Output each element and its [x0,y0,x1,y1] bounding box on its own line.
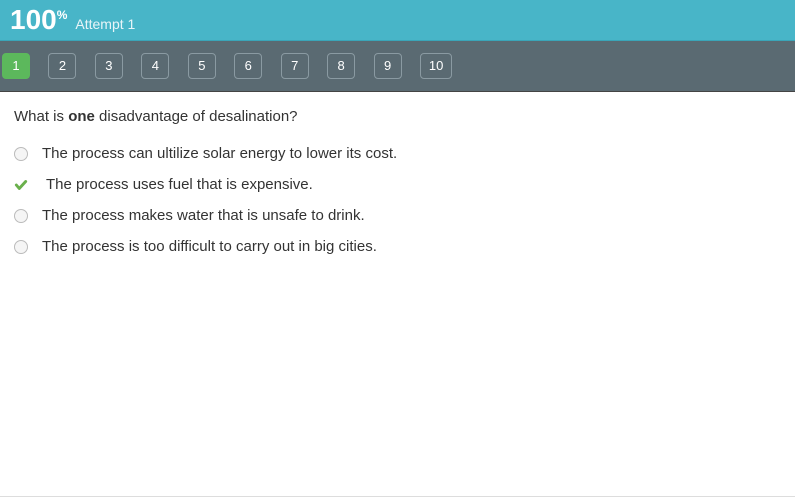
option-text: The process is too difficult to carry ou… [42,238,377,255]
nav-btn-4[interactable]: 4 [141,53,169,79]
option-text: The process can ultilize solar energy to… [42,145,397,162]
question-nav: 1 2 3 4 5 6 7 8 9 10 [0,41,795,92]
question-text: What is one disadvantage of desalination… [14,108,781,125]
question-content: What is one disadvantage of desalination… [0,92,795,283]
option-1[interactable]: The process can ultilize solar energy to… [14,143,781,164]
question-bold: one [68,108,95,125]
nav-btn-8[interactable]: 8 [327,53,355,79]
nav-btn-7[interactable]: 7 [281,53,309,79]
option-4[interactable]: The process is too difficult to carry ou… [14,236,781,257]
radio-icon [14,240,28,254]
question-suffix: disadvantage of desalination? [95,108,298,125]
nav-btn-3[interactable]: 3 [95,53,123,79]
nav-btn-1[interactable]: 1 [2,53,30,79]
score-value: 100 [10,6,57,34]
footer-divider [0,496,795,497]
score-header: 100% Attempt 1 [0,0,795,41]
nav-btn-5[interactable]: 5 [188,53,216,79]
radio-icon [14,147,28,161]
nav-btn-10[interactable]: 10 [420,53,452,79]
option-text: The process uses fuel that is expensive. [46,176,313,193]
question-prefix: What is [14,108,68,125]
nav-btn-6[interactable]: 6 [234,53,262,79]
option-text: The process makes water that is unsafe t… [42,207,365,224]
radio-icon [14,209,28,223]
option-3[interactable]: The process makes water that is unsafe t… [14,205,781,226]
nav-btn-9[interactable]: 9 [374,53,402,79]
option-2[interactable]: The process uses fuel that is expensive. [14,174,781,195]
attempt-label: Attempt 1 [75,16,135,32]
nav-btn-2[interactable]: 2 [48,53,76,79]
score-percent: % [57,8,68,22]
check-icon [14,178,28,192]
